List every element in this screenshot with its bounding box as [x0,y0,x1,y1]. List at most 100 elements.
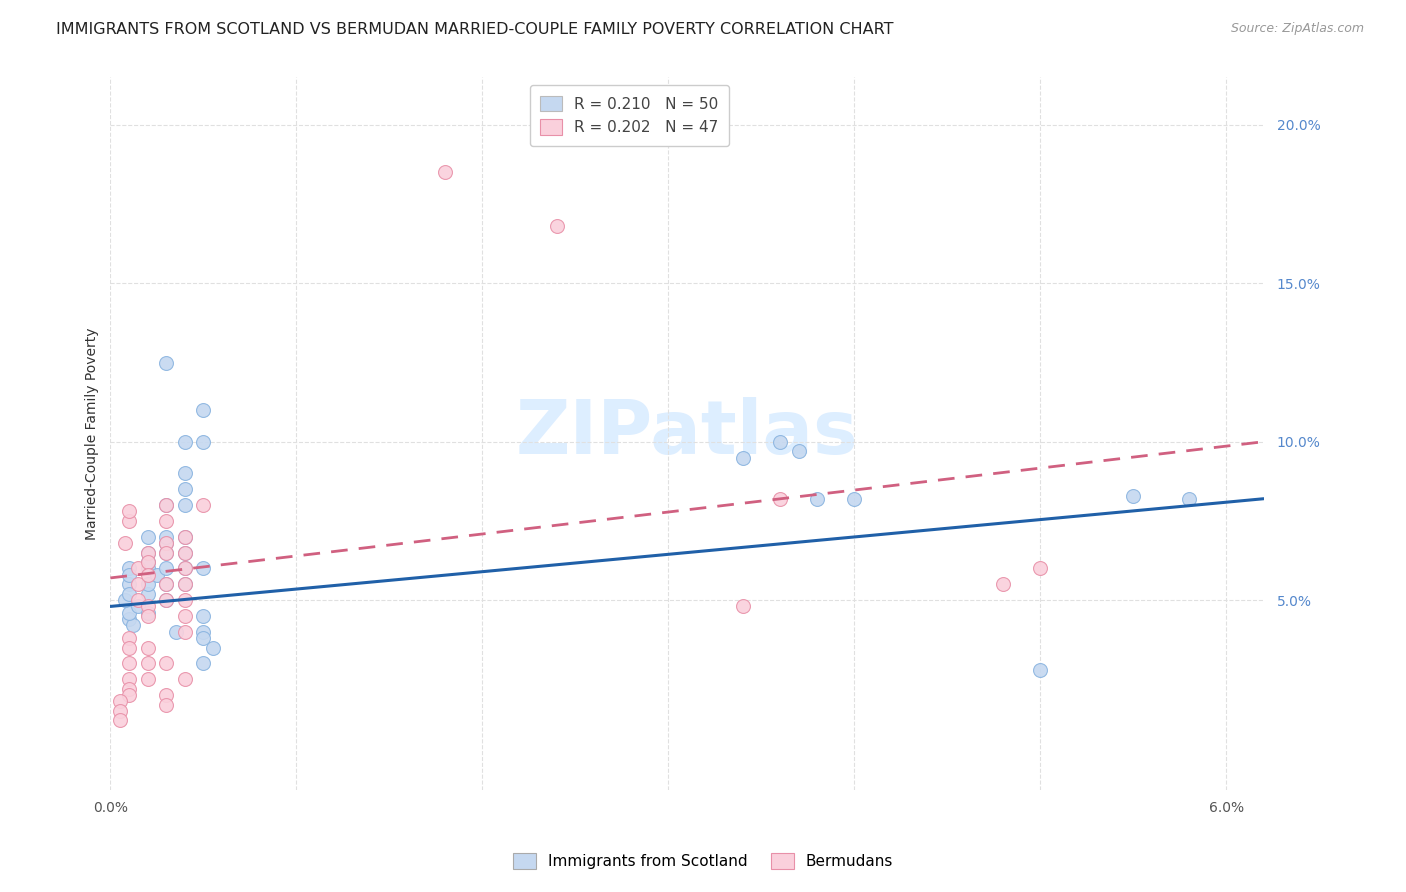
Point [173,530,195,544]
Point [118,631,141,645]
Point [127,593,149,607]
Point [155,577,177,591]
Point [434,165,457,179]
Point [114,593,136,607]
Point [173,545,195,559]
Point [1178,491,1201,506]
Point [136,567,159,582]
Point [193,561,215,575]
Point [155,545,177,559]
Point [146,567,169,582]
Point [136,587,159,601]
Point [155,498,177,512]
Point [118,673,141,687]
Point [136,561,159,575]
Point [165,624,187,639]
Point [155,536,177,550]
Point [118,612,141,626]
Point [155,698,177,712]
Point [136,545,159,559]
Point [173,434,195,449]
Point [193,657,215,671]
Point [118,657,141,671]
Point [155,688,177,702]
Point [136,609,159,624]
Point [155,545,177,559]
Point [173,673,195,687]
Point [155,530,177,544]
Point [173,577,195,591]
Y-axis label: Married-Couple Family Poverty: Married-Couple Family Poverty [86,327,100,540]
Point [118,561,141,575]
Point [173,609,195,624]
Point [193,624,215,639]
Point [193,498,215,512]
Point [155,514,177,528]
Point [118,606,141,620]
Point [193,403,215,417]
Point [127,599,149,614]
Text: Source: ZipAtlas.com: Source: ZipAtlas.com [1230,22,1364,36]
Point [155,593,177,607]
Point [173,561,195,575]
Point [136,673,159,687]
Point [118,577,141,591]
Point [193,434,215,449]
Point [731,450,754,465]
Point [173,593,195,607]
Point [173,624,195,639]
Point [155,561,177,575]
Point [173,498,195,512]
Point [173,561,195,575]
Point [993,577,1015,591]
Point [155,593,177,607]
Legend: Immigrants from Scotland, Bermudans: Immigrants from Scotland, Bermudans [506,847,900,875]
Point [193,631,215,645]
Point [173,482,195,496]
Legend: R = 0.210   N = 50, R = 0.202   N = 47: R = 0.210 N = 50, R = 0.202 N = 47 [530,85,728,146]
Point [731,599,754,614]
Point [201,640,224,655]
Point [136,640,159,655]
Point [1029,663,1052,677]
Point [155,577,177,591]
Point [118,567,141,582]
Point [173,530,195,544]
Point [769,434,792,449]
Point [193,609,215,624]
Point [1029,561,1052,575]
Point [118,587,141,601]
Point [108,714,131,728]
Text: IMMIGRANTS FROM SCOTLAND VS BERMUDAN MARRIED-COUPLE FAMILY POVERTY CORRELATION C: IMMIGRANTS FROM SCOTLAND VS BERMUDAN MAR… [56,22,894,37]
Point [173,545,195,559]
Text: ZIPatlas: ZIPatlas [516,397,858,470]
Point [806,491,828,506]
Point [173,467,195,481]
Point [155,657,177,671]
Point [118,688,141,702]
Point [546,219,568,234]
Point [136,606,159,620]
Point [136,530,159,544]
Point [136,577,159,591]
Point [136,555,159,569]
Point [118,681,141,696]
Point [118,514,141,528]
Point [155,355,177,369]
Point [127,561,149,575]
Point [173,577,195,591]
Point [114,536,136,550]
Point [108,704,131,718]
Point [155,536,177,550]
Point [118,640,141,655]
Point [787,444,810,458]
Point [136,545,159,559]
Point [136,599,159,614]
Point [108,694,131,708]
Point [136,657,159,671]
Point [118,504,141,518]
Point [1122,489,1144,503]
Point [121,618,143,632]
Point [136,555,159,569]
Point [127,577,149,591]
